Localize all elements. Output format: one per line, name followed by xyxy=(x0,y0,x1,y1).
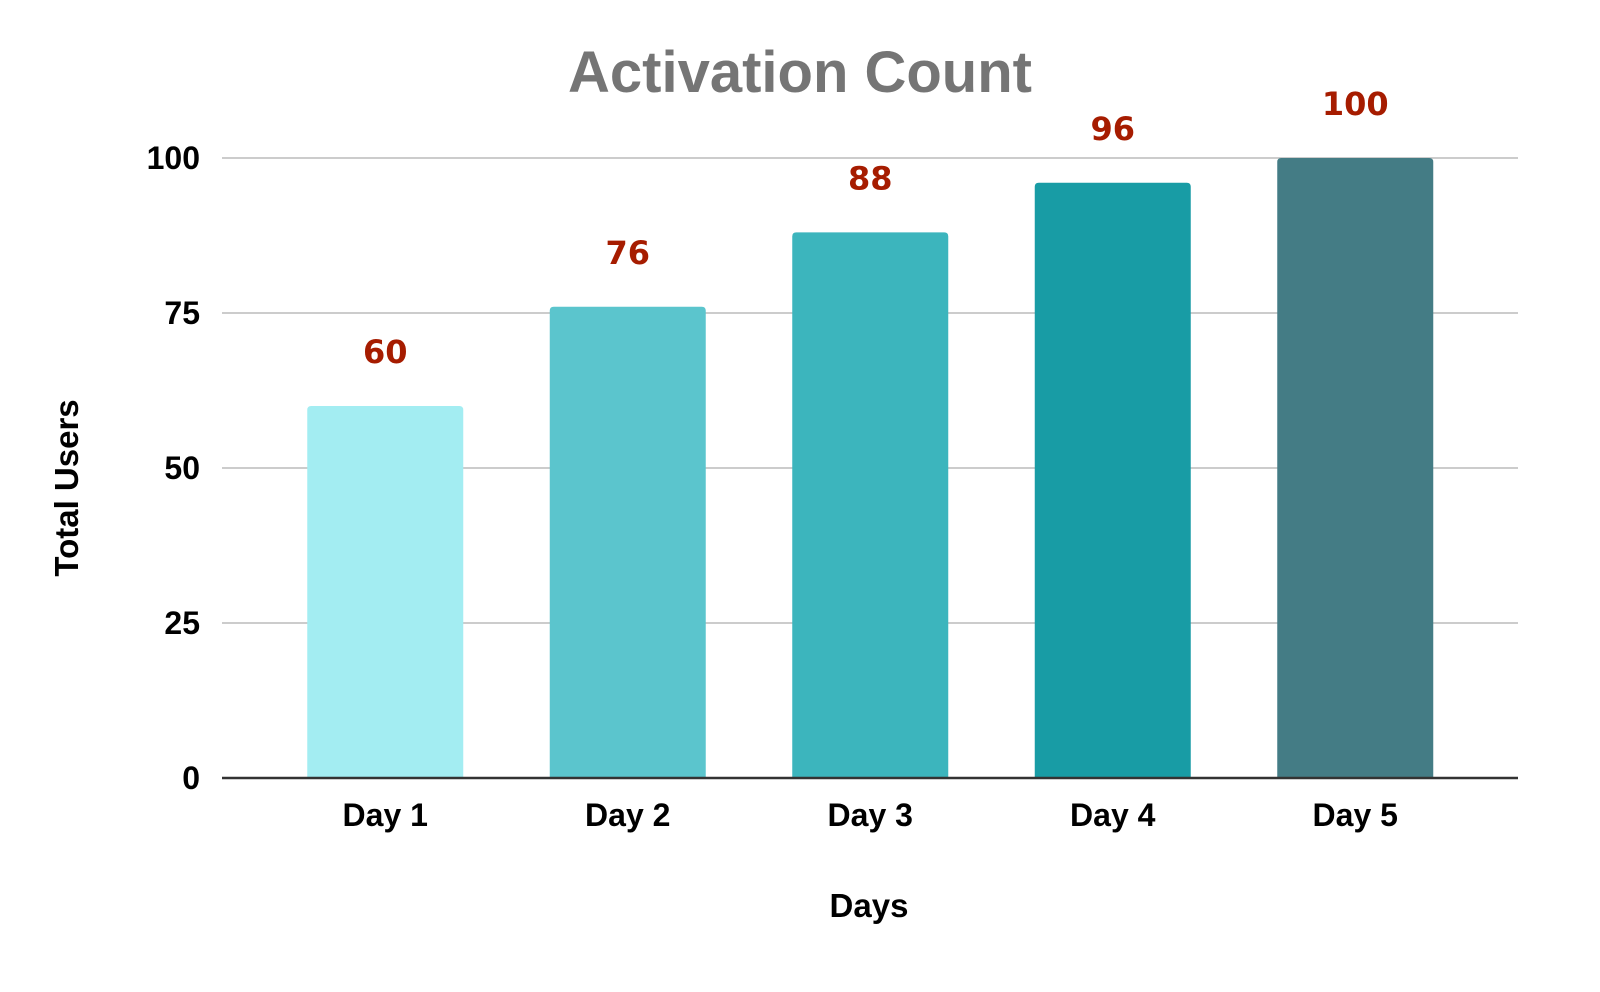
bar-day-4 xyxy=(1034,182,1191,779)
chart-title: Activation Count xyxy=(568,40,1032,105)
data-label: 100 xyxy=(1322,85,1389,123)
bar-day-1 xyxy=(307,406,464,778)
y-tick-label: 25 xyxy=(164,605,200,641)
x-tick-label: Day 3 xyxy=(828,797,913,833)
data-label: 76 xyxy=(605,234,650,272)
bars xyxy=(307,158,1434,779)
x-axis-title: Days xyxy=(830,887,909,924)
y-tick-label: 75 xyxy=(164,295,200,331)
bar-day-3 xyxy=(792,232,949,778)
x-tick-labels: Day 1 Day 2 Day 3 Day 4 Day 5 xyxy=(343,797,1398,833)
data-labels: 60 76 88 96 100 xyxy=(363,85,1389,371)
y-tick-label: 100 xyxy=(147,140,200,176)
data-label: 60 xyxy=(363,333,408,371)
bar-day-2 xyxy=(549,306,706,778)
x-tick-label: Day 2 xyxy=(585,797,670,833)
bar-day-5 xyxy=(1277,158,1434,778)
y-tick-labels: 0 25 50 75 100 xyxy=(147,140,200,796)
x-tick-label: Day 1 xyxy=(343,797,428,833)
x-tick-label: Day 5 xyxy=(1313,797,1398,833)
y-tick-label: 0 xyxy=(182,760,200,796)
data-label: 88 xyxy=(848,159,893,197)
data-label: 96 xyxy=(1090,110,1135,148)
y-tick-label: 50 xyxy=(164,450,200,486)
y-axis-title: Total Users xyxy=(48,399,85,576)
x-tick-label: Day 4 xyxy=(1070,797,1156,833)
